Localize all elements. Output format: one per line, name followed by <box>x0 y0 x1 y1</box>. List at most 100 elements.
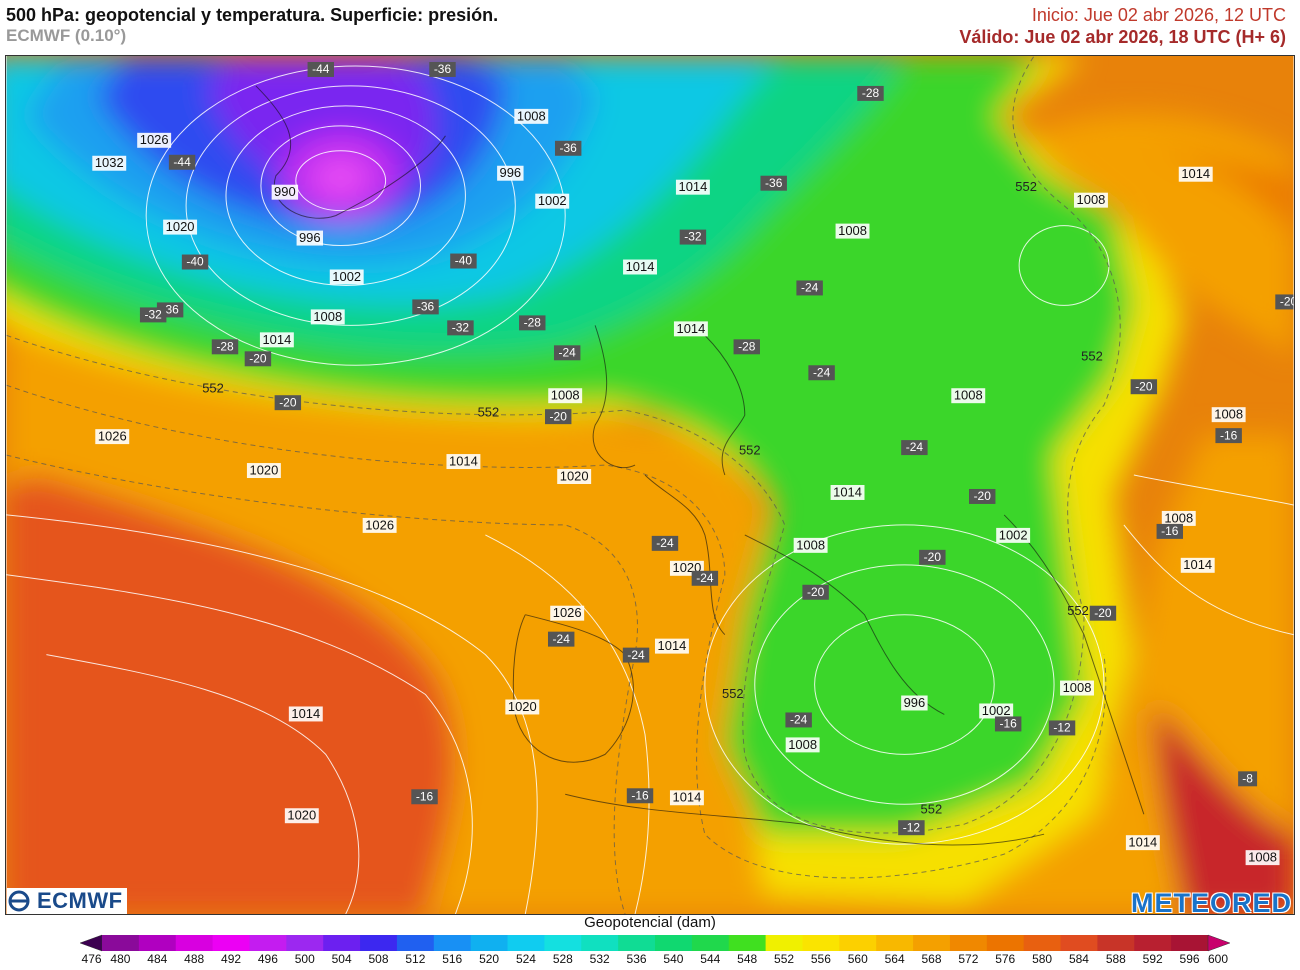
svg-text:1008: 1008 <box>313 309 342 324</box>
colorbar-tick-label: 492 <box>221 952 242 966</box>
colorbar-tick-label: 556 <box>810 952 831 966</box>
svg-text:-12: -12 <box>1053 721 1071 735</box>
svg-text:1020: 1020 <box>166 219 195 234</box>
svg-text:-24: -24 <box>790 713 808 727</box>
temperature-label: -40 <box>181 254 209 270</box>
pressure-label: 1020 <box>505 699 540 715</box>
colorbar-segment <box>212 935 250 951</box>
temperature-label: -24 <box>785 712 812 728</box>
pressure-label: 1014 <box>288 706 323 722</box>
colorbar-tick-label: 564 <box>884 952 905 966</box>
colorbar-tick-label: 540 <box>663 952 684 966</box>
pressure-label: 1014 <box>673 321 708 337</box>
colorbar-tick-label: 596 <box>1179 952 1200 966</box>
pressure-label: 1008 <box>951 388 986 404</box>
svg-text:-8: -8 <box>1242 771 1253 785</box>
height-label: 552 <box>722 686 744 701</box>
colorbar-segment <box>396 935 435 951</box>
temperature-label: -20 <box>544 409 572 425</box>
pressure-label: 1008 <box>835 223 870 239</box>
pressure-label: 990 <box>271 184 299 200</box>
svg-text:-20: -20 <box>279 395 297 409</box>
colorbar-segment <box>986 935 1025 951</box>
temperature-label: -20 <box>919 549 946 565</box>
pressure-label: 1008 <box>1060 680 1094 696</box>
svg-text:996: 996 <box>500 165 522 180</box>
svg-text:1026: 1026 <box>98 429 127 444</box>
colorbar-segment <box>913 935 951 951</box>
pressure-label: 1008 <box>1161 510 1196 526</box>
colorbar-tick-label: 552 <box>774 952 795 966</box>
svg-text:1020: 1020 <box>560 468 589 483</box>
colorbar-segment <box>102 935 140 951</box>
svg-text:1008: 1008 <box>1077 192 1106 207</box>
colorbar-segment <box>1097 935 1135 951</box>
svg-text:-24: -24 <box>553 632 571 646</box>
svg-text:-20: -20 <box>924 550 942 564</box>
svg-text:-24: -24 <box>627 648 645 662</box>
svg-text:1008: 1008 <box>517 108 546 123</box>
svg-text:-24: -24 <box>656 536 674 550</box>
pressure-label: 1014 <box>446 453 481 470</box>
colorbar-segment <box>138 935 177 951</box>
colorbar-tick-label: 548 <box>737 952 758 966</box>
ecmwf-logo-text: ECMWF <box>37 888 123 913</box>
header-right: Inicio: Jue 02 abr 2026, 12 UTC Válido: … <box>959 4 1286 48</box>
svg-text:1014: 1014 <box>1183 557 1212 572</box>
height-label: 552 <box>202 381 224 396</box>
svg-text:552: 552 <box>1067 603 1089 618</box>
height-label: 552 <box>1015 179 1037 194</box>
temperature-label: -32 <box>679 229 707 245</box>
colorbar-ticks: 476 480 484 488 492 496 500 504 508 512 516 520 524 5… <box>0 952 1300 970</box>
svg-text:996: 996 <box>904 695 926 710</box>
svg-text:-20: -20 <box>1280 295 1294 309</box>
colorbar-segment <box>1134 935 1172 951</box>
pressure-label: 1026 <box>362 517 397 533</box>
colorbar-tick-label: 588 <box>1105 952 1126 966</box>
svg-text:-16: -16 <box>416 789 434 803</box>
pressure-label: 1014 <box>830 484 865 500</box>
colorbar-title: Geopotencial (dam) <box>584 914 716 931</box>
svg-text:-44: -44 <box>312 62 330 76</box>
temperature-label: -24 <box>651 535 679 551</box>
colorbar-segment <box>323 935 361 951</box>
svg-text:-16: -16 <box>631 788 649 802</box>
svg-text:-28: -28 <box>862 86 880 100</box>
colorbar-segment <box>765 935 803 951</box>
pressure-label: 1008 <box>548 388 583 404</box>
temperature-label: -12 <box>898 820 925 836</box>
svg-text:-36: -36 <box>560 141 578 155</box>
svg-text:1032: 1032 <box>95 155 124 170</box>
svg-text:1008: 1008 <box>796 537 825 552</box>
header-left: 500 hPa: geopotencial y temperatura. Sup… <box>6 4 498 46</box>
svg-text:1008: 1008 <box>1214 407 1243 422</box>
colorbar-min-arrow <box>80 934 103 952</box>
colorbar-segment <box>1060 935 1098 951</box>
ecmwf-globe-icon <box>8 890 30 912</box>
temperature-label: -44 <box>307 61 334 77</box>
temperature-label: -16 <box>626 788 654 804</box>
temperature-label: -28 <box>733 339 760 355</box>
init-time: Inicio: Jue 02 abr 2026, 12 UTC <box>1031 5 1286 25</box>
colorbar-tick-label: 488 <box>184 952 205 966</box>
colorbar-tick-label: 536 <box>626 952 647 966</box>
pressure-label: 1014 <box>1125 835 1160 851</box>
svg-text:-36: -36 <box>417 300 435 314</box>
temperature-label: -36 <box>554 140 582 156</box>
model-name: ECMWF (0.10°) <box>6 26 127 45</box>
temperature-label: -44 <box>168 154 196 170</box>
pressure-label: 1008 <box>785 737 820 753</box>
colorbar-tick-label: 480 <box>110 952 131 966</box>
colorbar-segment <box>728 935 767 951</box>
svg-text:552: 552 <box>921 802 943 817</box>
pressure-label: 1014 <box>1180 557 1215 573</box>
colorbar-segment <box>286 935 324 951</box>
colorbar-tick-label: 572 <box>958 952 979 966</box>
svg-text:-20: -20 <box>974 489 992 503</box>
colorbar-tick-label: 528 <box>552 952 573 966</box>
colorbar-segment <box>470 935 509 951</box>
pressure-label: 1014 <box>1178 166 1213 182</box>
svg-text:996: 996 <box>299 230 321 245</box>
svg-text:1014: 1014 <box>1181 166 1210 181</box>
colorbar-tick-label: 532 <box>589 952 610 966</box>
